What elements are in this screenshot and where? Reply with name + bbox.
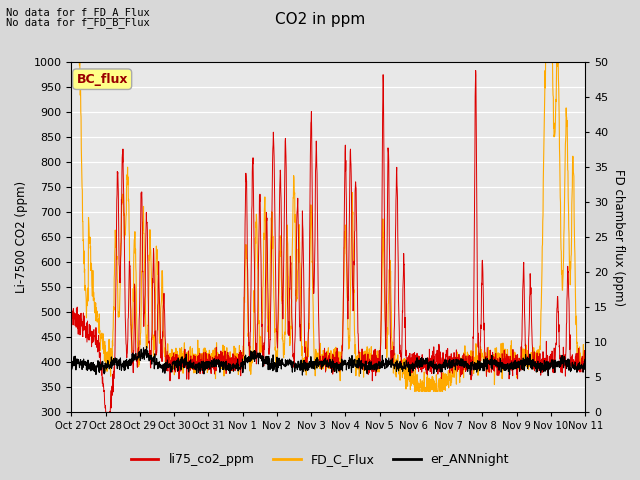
Text: No data for f_FD_A_Flux: No data for f_FD_A_Flux <box>6 7 150 18</box>
Y-axis label: Li-7500 CO2 (ppm): Li-7500 CO2 (ppm) <box>15 181 28 293</box>
Legend: li75_co2_ppm, FD_C_Flux, er_ANNnight: li75_co2_ppm, FD_C_Flux, er_ANNnight <box>126 448 514 471</box>
Text: CO2 in ppm: CO2 in ppm <box>275 12 365 27</box>
Text: No data for f_FD_B_Flux: No data for f_FD_B_Flux <box>6 17 150 28</box>
Text: BC_flux: BC_flux <box>76 72 128 86</box>
Y-axis label: FD chamber flux (ppm): FD chamber flux (ppm) <box>612 169 625 306</box>
